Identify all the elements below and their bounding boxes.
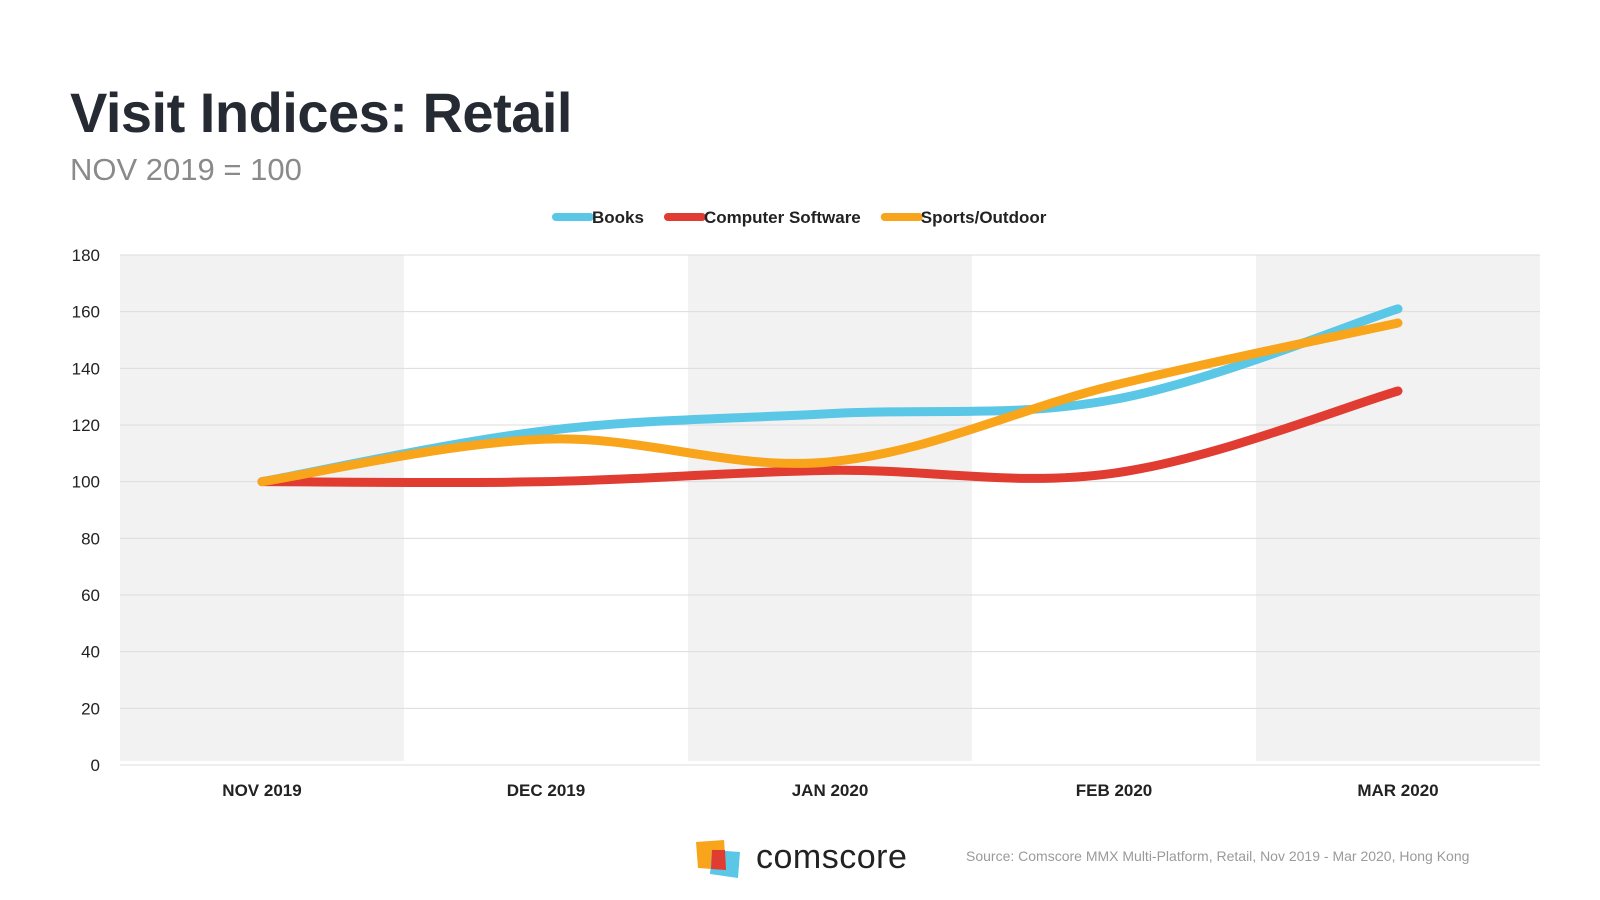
- x-tick-label: MAR 2020: [1357, 781, 1438, 800]
- y-axis: 0 20 40 60 80 100 120 140 160 180: [72, 246, 100, 775]
- y-tick-label: 140: [72, 359, 100, 378]
- y-tick-label: 20: [81, 699, 100, 718]
- y-tick-label: 160: [72, 303, 100, 322]
- legend: Books Computer Software Sports/Outdoor: [552, 208, 1047, 227]
- legend-label: Computer Software: [704, 208, 861, 227]
- legend-label: Sports/Outdoor: [921, 208, 1047, 227]
- y-tick-label: 60: [81, 586, 100, 605]
- category-band: [1256, 255, 1540, 761]
- series-lines: [257, 304, 1403, 488]
- comscore-logo-icon: [696, 840, 740, 878]
- y-tick-label: 80: [81, 529, 100, 548]
- y-tick-label: 100: [72, 473, 100, 492]
- chart-title: Visit Indices: Retail: [70, 81, 572, 144]
- x-tick-label: FEB 2020: [1076, 781, 1153, 800]
- x-tick-label: DEC 2019: [507, 781, 585, 800]
- x-tick-label: NOV 2019: [222, 781, 301, 800]
- y-tick-label: 180: [72, 246, 100, 265]
- gridlines: [120, 254, 1540, 766]
- series-line-sports-outdoor: [257, 318, 1403, 487]
- x-axis: NOV 2019 DEC 2019 JAN 2020 FEB 2020 MAR 2020: [222, 781, 1438, 800]
- legend-label: Books: [592, 208, 644, 227]
- y-tick-label: 0: [91, 756, 100, 775]
- y-tick-label: 40: [81, 643, 100, 662]
- category-band: [688, 255, 972, 761]
- brand-name: comscore: [756, 838, 908, 876]
- source-note: Source: Comscore MMX Multi-Platform, Ret…: [966, 848, 1470, 864]
- chart-subtitle: NOV 2019 = 100: [70, 152, 302, 187]
- x-tick-label: JAN 2020: [792, 781, 869, 800]
- line-chart: 0 20 40 60 80 100 120 140 160 180 NOV 2019 DEC 201…: [72, 208, 1540, 800]
- category-band: [120, 255, 404, 761]
- y-tick-label: 120: [72, 416, 100, 435]
- series-line-computer-software: [257, 386, 1403, 488]
